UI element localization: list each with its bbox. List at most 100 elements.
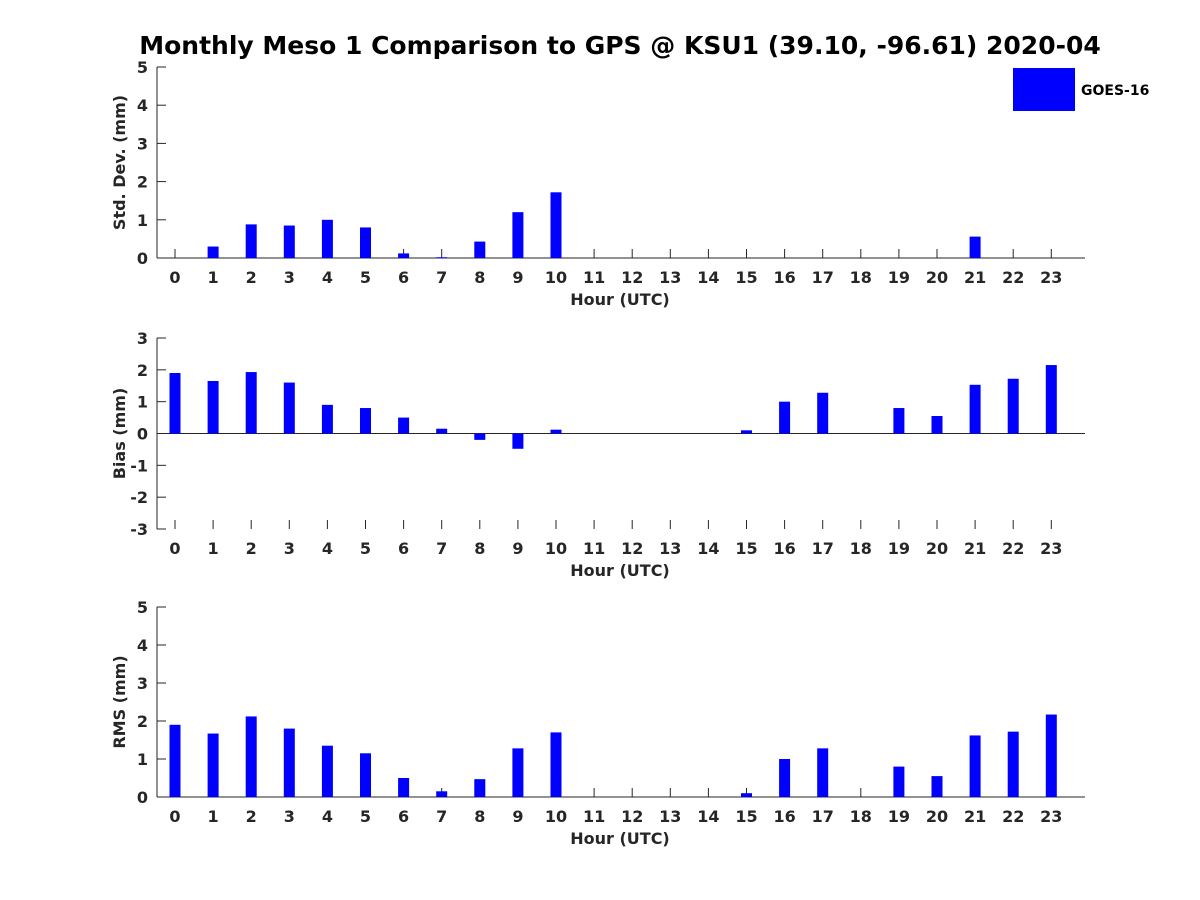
rms-x-tick-label: 4: [322, 807, 333, 826]
bias-bar: [398, 417, 410, 434]
bias-y-tick-label: -1: [130, 456, 148, 475]
std-dev-x-tick-label: 23: [1040, 268, 1062, 287]
std-dev-bar: [550, 192, 562, 258]
rms-bar: [360, 753, 371, 797]
bias-x-tick-label: 4: [322, 539, 333, 558]
std-dev-x-tick-label: 16: [773, 268, 795, 287]
bias-bar: [969, 384, 981, 434]
rms-x-tick-label: 15: [735, 807, 757, 826]
bias-x-tick-label: 1: [208, 539, 219, 558]
rms-x-tick-label: 8: [474, 807, 485, 826]
rms-x-tick-label: 21: [964, 807, 986, 826]
bias-x-tick-label: 7: [436, 539, 447, 558]
rms-x-tick-label: 6: [398, 807, 409, 826]
bias-bar: [550, 429, 562, 434]
rms-y-tick-label: 3: [137, 674, 148, 693]
rms-x-tick-label: 23: [1040, 807, 1062, 826]
rms-bar: [1007, 731, 1019, 797]
bias-bar: [169, 373, 181, 434]
rms-x-tick-label: 22: [1002, 807, 1024, 826]
std-dev-y-tick-label: 0: [137, 249, 148, 268]
rms-x-tick-label: 16: [773, 807, 795, 826]
std-dev-x-tick-label: 15: [735, 268, 757, 287]
bias-x-tick-label: 8: [474, 539, 485, 558]
bias-y-tick-label: 0: [137, 425, 148, 444]
std-dev-bar: [245, 224, 257, 258]
legend-label-goes-16: GOES-16: [1081, 83, 1149, 99]
rms-bar: [436, 791, 448, 797]
bias-x-tick-label: 17: [812, 539, 834, 558]
rms-x-tick-label: 17: [812, 807, 834, 826]
std-dev-bar: [474, 241, 486, 258]
rms-y-tick-label: 1: [137, 750, 148, 769]
bias-bar: [1007, 378, 1019, 434]
rms-x-tick-label: 12: [621, 807, 643, 826]
legend: GOES-16: [1013, 68, 1149, 111]
bias-bar: [245, 372, 257, 434]
std-dev-x-tick-label: 8: [474, 268, 485, 287]
rms-y-tick-label: 0: [137, 788, 148, 807]
chart-title: Monthly Meso 1 Comparison to GPS @ KSU1 …: [139, 31, 1101, 60]
std-dev-x-tick-label: 11: [583, 268, 605, 287]
std-dev-x-tick-label: 2: [246, 268, 257, 287]
rms-x-tick-label: 13: [659, 807, 681, 826]
rms-x-tick-label: 0: [169, 807, 180, 826]
std-dev-bar: [207, 246, 219, 258]
bias-x-tick-label: 15: [735, 539, 757, 558]
rms-x-tick-label: 18: [850, 807, 872, 826]
rms-x-tick-label: 1: [208, 807, 219, 826]
std-dev-x-tick-label: 7: [436, 268, 447, 287]
std-dev-x-tick-label: 3: [284, 268, 295, 287]
rms-x-axis-label: Hour (UTC): [570, 829, 670, 848]
bias-y-tick-label: -2: [130, 488, 148, 507]
std-dev-x-tick-label: 14: [697, 268, 719, 287]
std-dev-x-tick-label: 21: [964, 268, 986, 287]
std-dev-bar: [969, 236, 981, 258]
bias-x-tick-label: 16: [773, 539, 795, 558]
rms-bar: [207, 733, 219, 797]
std-dev-bar: [283, 225, 295, 258]
bias-bar: [779, 401, 791, 434]
bias-x-tick-label: 3: [284, 539, 295, 558]
std-dev-x-tick-label: 13: [659, 268, 681, 287]
rms-bar: [474, 779, 486, 797]
bias-x-axis-label: Hour (UTC): [570, 561, 670, 580]
bias-y-tick-label: 1: [137, 393, 148, 412]
bias-x-tick-label: 14: [697, 539, 719, 558]
bias-bar: [436, 428, 448, 434]
std-dev-y-tick-label: 5: [137, 58, 148, 77]
rms-bar: [550, 732, 562, 797]
std-dev-x-tick-label: 4: [322, 268, 333, 287]
bias-x-tick-label: 20: [926, 539, 948, 558]
std-dev-x-tick-label: 0: [169, 268, 180, 287]
bias-bar: [474, 433, 486, 440]
bias-bar: [512, 433, 524, 449]
std-dev-bar: [360, 227, 371, 258]
std-dev-x-tick-label: 20: [926, 268, 948, 287]
std-dev-y-tick-label: 3: [137, 134, 148, 153]
bias-x-tick-label: 6: [398, 539, 409, 558]
std-dev-y-tick-label: 4: [137, 96, 148, 115]
bias-bar: [321, 404, 333, 434]
rms-bar: [931, 776, 943, 797]
rms-bar: [969, 735, 981, 797]
rms-bar: [1045, 714, 1057, 797]
bias-bar: [1045, 365, 1057, 434]
std-dev-x-tick-label: 18: [850, 268, 872, 287]
std-dev-x-tick-label: 17: [812, 268, 834, 287]
bias-y-tick-label: 3: [137, 329, 148, 348]
bias-bar: [931, 415, 943, 434]
std-dev-x-tick-label: 6: [398, 268, 409, 287]
rms-bar: [245, 716, 257, 797]
rms-x-tick-label: 3: [284, 807, 295, 826]
bias-bar: [283, 382, 295, 434]
rms-y-axis-label: RMS (mm): [110, 655, 129, 748]
bias-x-tick-label: 13: [659, 539, 681, 558]
std-dev-bar: [436, 257, 448, 259]
bias-x-tick-label: 22: [1002, 539, 1024, 558]
rms-x-tick-label: 14: [697, 807, 719, 826]
